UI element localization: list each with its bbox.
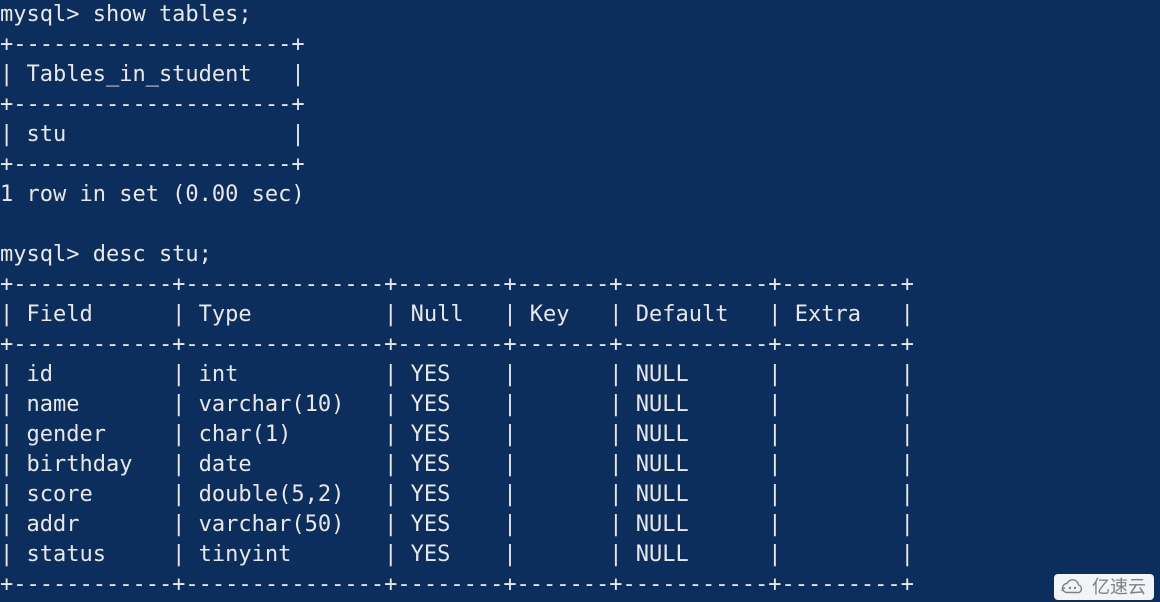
- watermark: 亿速云: [1054, 574, 1154, 600]
- mysql-terminal: mysql> show tables; +-------------------…: [0, 0, 1160, 600]
- cloud-icon: [1060, 578, 1086, 596]
- watermark-text: 亿速云: [1092, 576, 1146, 598]
